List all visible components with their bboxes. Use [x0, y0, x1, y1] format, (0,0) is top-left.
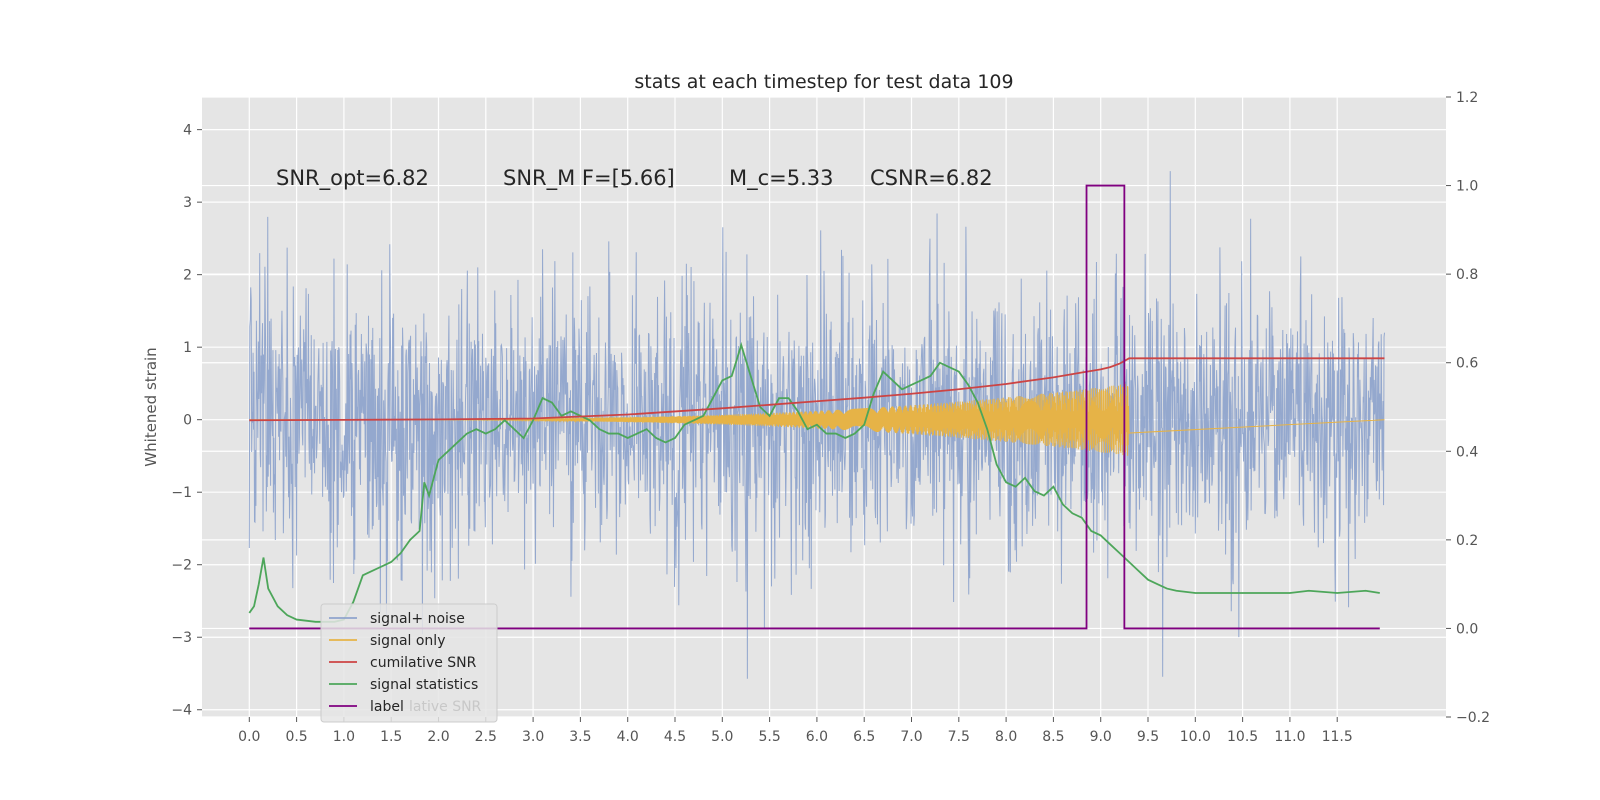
legend-box: [320, 603, 498, 723]
annotation-text: CSNR=6.82: [870, 166, 993, 190]
x-tick-label: 3.5: [569, 729, 591, 745]
legend-entry: signal+ noise: [370, 611, 465, 627]
x-tick-label: 8.5: [1042, 729, 1064, 745]
legend-entry: cumilative SNR: [370, 655, 477, 671]
legend-ghost-text: lative SNR: [409, 699, 482, 715]
x-tick-label: 8.0: [995, 729, 1017, 745]
x-tick-label: 2.0: [427, 729, 449, 745]
annotations: SNR_opt=6.82 SNR_M F=[5.66] M_c=5.33 CSNR=6…: [276, 166, 993, 191]
legend-entry: signal only: [370, 633, 445, 649]
y-axis-ticks: 4 3 2 1 0 −1 −2 −3 −4: [171, 123, 202, 719]
y2-tick-label: 1.0: [1456, 179, 1478, 195]
legend-entry: label: [370, 699, 404, 715]
series-line-signal-statistics: [248, 341, 1380, 623]
x-tick-label: 11.5: [1322, 729, 1353, 745]
y2-tick-label: −0.2: [1456, 710, 1490, 726]
y-axis-label: Whitened strain: [142, 347, 160, 466]
x-tick-label: 6.5: [853, 729, 875, 745]
annotation-text: M_c=5.33: [729, 166, 834, 191]
y-tick-label: 0: [183, 413, 192, 429]
series-lines: [248, 184, 1385, 630]
x-tick-label: 0.5: [285, 729, 307, 745]
x-tick-label: 4.0: [617, 729, 639, 745]
x-tick-label: 10.5: [1227, 729, 1258, 745]
y-tick-label: −2: [171, 558, 192, 574]
y2-tick-label: 0.2: [1456, 533, 1478, 549]
x-tick-label: 2.5: [475, 729, 497, 745]
series-line-cumilative-snr: [249, 357, 1385, 422]
x-tick-label: 5.0: [711, 729, 733, 745]
series-line-label: [249, 184, 1380, 630]
y-tick-label: 4: [183, 123, 192, 139]
y2-axis-ticks: 1.2 1.0 0.8 0.6 0.4 0.2 0.0 −0.2: [1446, 90, 1490, 726]
x-tick-label: 11.0: [1274, 729, 1305, 745]
x-tick-label: 7.5: [948, 729, 970, 745]
series-line-signal-plus-noise: [248, 171, 1386, 679]
x-tick-label: 4.5: [664, 729, 686, 745]
y-tick-label: 3: [183, 195, 192, 211]
y-tick-label: −3: [171, 630, 192, 646]
y-tick-label: −4: [171, 703, 192, 719]
x-tick-label: 9.5: [1137, 729, 1159, 745]
x-tick-label: 10.0: [1180, 729, 1211, 745]
y2-tick-label: 1.2: [1456, 90, 1478, 106]
x-tick-label: 1.0: [333, 729, 355, 745]
y2-tick-label: 0.8: [1456, 267, 1478, 283]
y2-tick-label: 0.4: [1456, 444, 1478, 460]
legend: signal+ noise signal only cumilative SNR si…: [320, 603, 498, 723]
annotation-text: SNR_opt=6.82: [276, 166, 429, 191]
y2-tick-label: 0.0: [1456, 621, 1478, 637]
x-axis-ticks: 0.0 0.5 1.0 1.5 2.0 2.5 3.0 3.5 4.0 4.5 5.0 5.5 6.0 6…: [238, 717, 1353, 745]
chart-title: stats at each timestep for test data 109: [634, 71, 1013, 93]
y-tick-label: 1: [183, 340, 192, 356]
x-tick-label: 3.0: [522, 729, 544, 745]
x-tick-label: 7.0: [900, 729, 922, 745]
x-tick-label: 5.5: [758, 729, 780, 745]
x-tick-label: 6.0: [806, 729, 828, 745]
x-tick-label: 1.5: [380, 729, 402, 745]
x-tick-label: 9.0: [1090, 729, 1112, 745]
series-signal-plus-noise: [248, 171, 1386, 679]
x-tick-label: 0.0: [238, 729, 260, 745]
annotation-text: SNR_M F=[5.66]: [503, 166, 675, 191]
legend-entry: signal statistics: [370, 677, 478, 693]
y-tick-label: −1: [171, 485, 192, 501]
y2-tick-label: 0.6: [1456, 356, 1478, 372]
y-tick-label: 2: [183, 268, 192, 284]
